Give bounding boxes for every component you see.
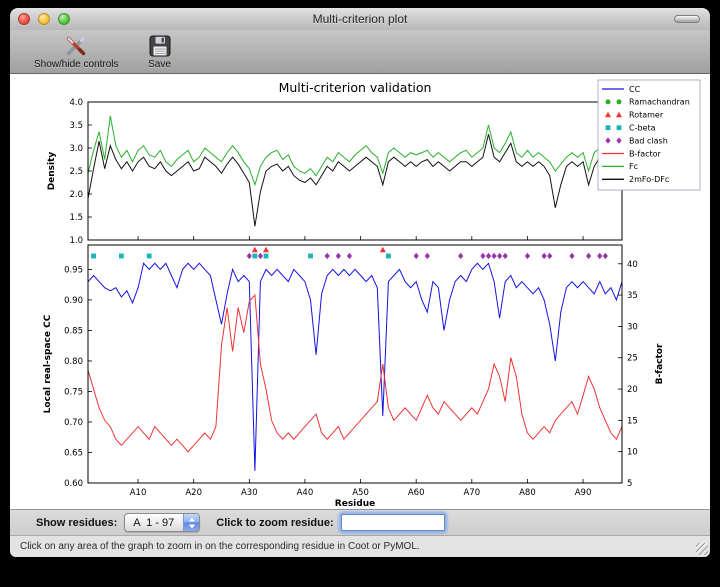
svg-text:0.70: 0.70 <box>64 418 83 428</box>
svg-text:Bad clash: Bad clash <box>629 136 668 145</box>
minimize-button[interactable] <box>38 13 50 25</box>
svg-text:25: 25 <box>627 354 638 364</box>
save-icon <box>149 35 170 57</box>
svg-text:CC: CC <box>629 85 641 94</box>
svg-text:A60: A60 <box>408 488 425 498</box>
svg-text:A90: A90 <box>575 488 592 498</box>
status-message: Click on any area of the graph to zoom i… <box>20 541 420 552</box>
svg-text:0.75: 0.75 <box>64 387 83 397</box>
zoom-window-button[interactable] <box>58 13 70 25</box>
toolbar-toggle-button[interactable] <box>674 15 700 23</box>
svg-text:2.0: 2.0 <box>69 190 83 200</box>
svg-text:0.80: 0.80 <box>64 357 83 367</box>
show-hide-controls-label: Show/hide controls <box>34 59 119 70</box>
svg-text:Density: Density <box>47 152 57 191</box>
window-controls <box>18 13 70 25</box>
zoom-residue-label: Click to zoom residue: <box>216 516 334 529</box>
svg-text:B-factor: B-factor <box>655 343 665 384</box>
residue-range-value: A 1 - 97 <box>133 516 175 529</box>
window-title: Multi-criterion plot <box>312 12 408 26</box>
svg-text:A20: A20 <box>185 488 202 498</box>
titlebar[interactable]: Multi-criterion plot <box>10 8 710 30</box>
svg-text:30: 30 <box>627 322 638 332</box>
svg-text:A40: A40 <box>297 488 314 498</box>
svg-text:0.60: 0.60 <box>64 479 83 489</box>
zoom-residue-input[interactable] <box>340 514 445 531</box>
svg-text:5: 5 <box>627 479 632 489</box>
controls-bar: Show residues: A 1 - 97 Click to zoom re… <box>10 509 710 535</box>
svg-text:15: 15 <box>627 416 638 426</box>
svg-text:2.5: 2.5 <box>69 167 83 177</box>
svg-text:Multi-criterion validation: Multi-criterion validation <box>279 80 432 95</box>
svg-text:35: 35 <box>627 291 638 301</box>
svg-text:A30: A30 <box>241 488 258 498</box>
svg-text:A70: A70 <box>463 488 480 498</box>
svg-text:0.95: 0.95 <box>64 265 83 275</box>
svg-text:0.90: 0.90 <box>64 296 83 306</box>
svg-text:1.5: 1.5 <box>69 213 83 223</box>
multi-criterion-chart[interactable]: Multi-criterion validation 1.0 1.5 2.0 2.5 3.… <box>10 74 710 509</box>
svg-text:3.5: 3.5 <box>69 121 83 131</box>
svg-text:Local real-space CC: Local real-space CC <box>43 314 53 413</box>
close-button[interactable] <box>18 13 30 25</box>
show-hide-controls-button[interactable]: Show/hide controls <box>34 33 119 70</box>
multi-criterion-plot-window: Multi-criterion plot Show/hide controls <box>10 8 710 557</box>
svg-text:Residue: Residue <box>335 499 375 509</box>
svg-text:Ramachandran: Ramachandran <box>629 98 690 107</box>
svg-text:0.65: 0.65 <box>64 448 83 458</box>
svg-text:A80: A80 <box>519 488 536 498</box>
svg-text:Rotamer: Rotamer <box>629 111 664 120</box>
svg-text:4.0: 4.0 <box>69 98 83 108</box>
svg-text:A10: A10 <box>130 488 147 498</box>
svg-text:A50: A50 <box>352 488 369 498</box>
svg-text:Fc: Fc <box>629 162 638 171</box>
tools-icon <box>67 36 86 56</box>
svg-text:0.85: 0.85 <box>64 326 83 336</box>
resize-grip[interactable] <box>696 543 708 555</box>
svg-text:2mFo-DFc: 2mFo-DFc <box>629 175 669 184</box>
svg-text:C-beta: C-beta <box>629 124 656 133</box>
svg-text:20: 20 <box>627 385 638 395</box>
residue-range-select[interactable]: A 1 - 97 <box>124 513 201 532</box>
show-residues-label: Show residues: <box>36 516 118 529</box>
svg-text:3.0: 3.0 <box>69 144 83 154</box>
status-bar: Click on any area of the graph to zoom i… <box>10 535 710 557</box>
toolbar: Show/hide controls Save <box>10 30 710 74</box>
svg-text:1.0: 1.0 <box>69 236 83 246</box>
save-button[interactable]: Save <box>147 33 173 70</box>
popup-stepper-icon <box>183 514 200 531</box>
svg-text:40: 40 <box>627 260 638 270</box>
plot-content: Multi-criterion validation 1.0 1.5 2.0 2.5 3.… <box>10 74 710 509</box>
save-label: Save <box>148 59 171 70</box>
svg-text:10: 10 <box>627 448 638 458</box>
svg-text:B-factor: B-factor <box>629 149 662 158</box>
